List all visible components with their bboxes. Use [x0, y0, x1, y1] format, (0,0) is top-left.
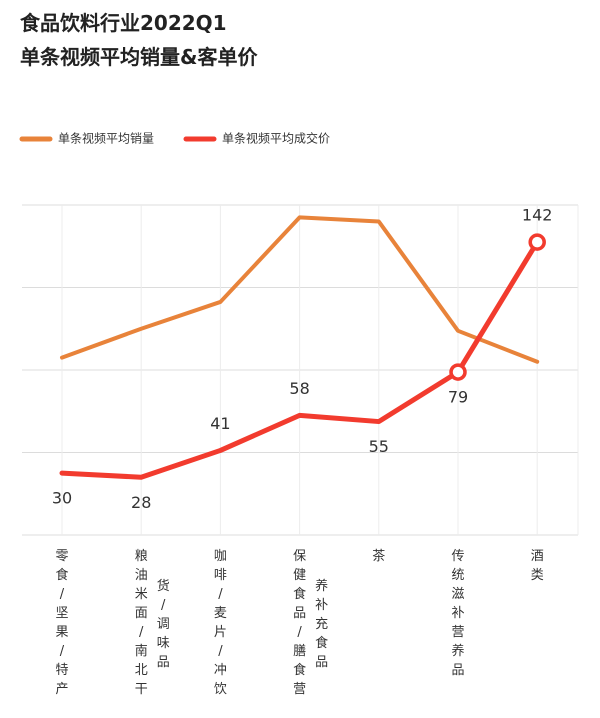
data-label: 41: [210, 414, 230, 433]
x-tick-label: 粮油米面/南北干货/调味品: [135, 549, 170, 697]
data-label: 28: [131, 493, 151, 512]
x-tick-label: 零食/坚果/特产: [55, 549, 68, 697]
legend-label: 单条视频平均销量: [58, 131, 154, 146]
x-tick-label: 茶: [372, 548, 385, 564]
point-marker: [528, 233, 546, 251]
chart-title: 单条视频平均销量&客单价: [20, 45, 258, 69]
data-label: 58: [289, 379, 309, 398]
chart-title: 食品饮料行业2022Q1: [20, 11, 227, 35]
x-tick-label: 传统滋补营养品: [451, 549, 464, 678]
x-tick-label: 保健食品/膳食营养补充食品: [293, 549, 328, 697]
x-tick-label: 酒类: [531, 549, 544, 583]
data-label: 30: [52, 489, 72, 508]
point-marker: [449, 363, 467, 381]
data-label: 142: [522, 206, 553, 225]
data-label: 79: [448, 388, 468, 407]
legend-label: 单条视频平均成交价: [222, 131, 330, 146]
data-label: 55: [369, 437, 389, 456]
x-tick-label: 咖啡/麦片/冲饮: [214, 549, 227, 697]
series-line: [60, 215, 540, 364]
